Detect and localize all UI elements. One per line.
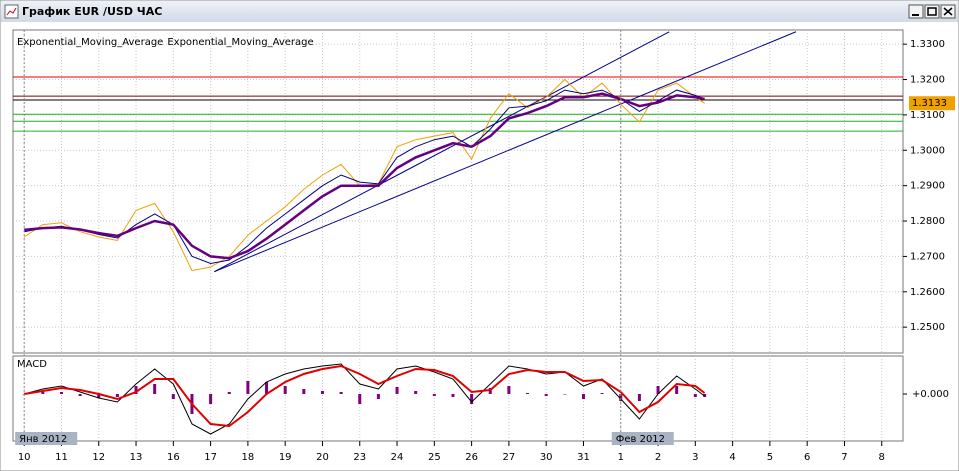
current-price-box — [909, 96, 955, 111]
macd-panel — [12, 355, 904, 442]
histogram-bar — [358, 394, 362, 404]
period-label-box — [611, 432, 674, 445]
histogram-bar — [320, 391, 324, 394]
x-tick-label: 11 — [55, 452, 68, 463]
histogram-bar — [171, 394, 175, 399]
y-tick-label: 1.3200 — [910, 75, 945, 86]
x-tick-label: 25 — [428, 452, 441, 463]
x-tick-label: 13 — [130, 452, 143, 463]
period-label-box — [15, 432, 78, 445]
x-tick-label: 5 — [767, 452, 773, 463]
y-tick-label: 1.2500 — [910, 322, 945, 333]
x-tick-label: 3 — [692, 452, 698, 463]
x-tick-label: 6 — [804, 452, 810, 463]
x-tick-label: 16 — [167, 452, 180, 463]
x-tick-label: 30 — [540, 452, 553, 463]
histogram-bar — [246, 381, 250, 394]
x-tick-label: 31 — [577, 452, 590, 463]
histogram-bar — [302, 389, 306, 394]
histogram-bar — [581, 394, 585, 399]
histogram-bar — [637, 394, 641, 401]
period-label: Фев 2012 — [616, 434, 665, 445]
histogram-bar — [619, 394, 623, 401]
close-button[interactable] — [940, 4, 956, 19]
x-tick-label: 1 — [618, 452, 624, 463]
x-tick-label: 4 — [729, 452, 735, 463]
price-plot — [13, 30, 903, 353]
histogram-bar — [115, 394, 119, 397]
y-tick-label: 1.3300 — [910, 39, 945, 50]
current-price-label: 1.3133 — [912, 98, 947, 109]
minimize-button[interactable] — [908, 4, 924, 19]
y-tick-label: +0.000 — [912, 389, 949, 400]
x-tick-label: 17 — [204, 452, 217, 463]
histogram-bar — [227, 392, 231, 394]
histogram-bar — [526, 393, 530, 394]
histogram-bar — [600, 393, 604, 394]
histogram-bar — [451, 394, 455, 397]
histogram-bar — [507, 386, 511, 394]
x-tick-label: 19 — [279, 452, 292, 463]
histogram-bar — [693, 394, 697, 397]
x-tick-label: 12 — [92, 452, 105, 463]
macd-line — [24, 364, 706, 428]
histogram-bar — [339, 392, 343, 394]
x-tick-label: 27 — [503, 452, 516, 463]
trend-line — [214, 31, 670, 273]
histogram-bar — [265, 382, 269, 394]
price-panel — [12, 29, 904, 354]
chart-layer: 1.2500 1.2600 1.2700 1.2800 1.2900 1.3000 1.31… — [13, 30, 955, 463]
legend-entry: Exponential_Moving_Average — [17, 37, 163, 48]
histogram-bar — [432, 394, 436, 396]
histogram-bar — [376, 394, 380, 399]
legend-entry: Exponential_Moving_Average — [167, 37, 313, 48]
y-tick-label: 1.2700 — [910, 251, 945, 262]
histogram-bar — [395, 387, 399, 394]
histogram-bar — [78, 394, 82, 396]
histogram-bar — [153, 384, 157, 394]
histogram-bar — [563, 394, 567, 395]
macd-plot — [22, 356, 883, 441]
x-tick-label: 24 — [391, 452, 404, 463]
x-tick-label: 7 — [841, 452, 847, 463]
histogram-bar — [209, 394, 213, 404]
histogram-bar — [59, 392, 63, 394]
title-bar — [1, 1, 958, 22]
histogram-bar — [283, 386, 287, 394]
trend-line — [214, 31, 797, 273]
histogram-bar — [470, 394, 474, 404]
histogram-bar — [656, 386, 660, 394]
x-tick-label: 8 — [879, 452, 885, 463]
price-line — [24, 89, 705, 265]
histogram-bar — [97, 394, 101, 398]
period-label: Янв 2012 — [19, 434, 67, 445]
y-tick-label: 1.2800 — [910, 216, 945, 227]
x-tick-label: 20 — [316, 452, 329, 463]
window-title: График EUR /USD ЧАС — [22, 5, 162, 18]
histogram-bar — [41, 392, 45, 394]
price-line — [24, 92, 705, 260]
y-tick-label: 1.3000 — [910, 145, 945, 156]
window-icon-glyph — [6, 7, 17, 16]
x-tick-label: 10 — [18, 452, 31, 463]
histogram-bar — [134, 386, 138, 394]
x-tick-label: 2 — [655, 452, 661, 463]
y-tick-label: 1.3100 — [910, 110, 945, 121]
x-tick-label: 18 — [242, 452, 255, 463]
x-tick-label: 26 — [465, 452, 478, 463]
y-tick-label: 1.2600 — [910, 287, 945, 298]
histogram-bar — [675, 386, 679, 394]
macd-title: MACD — [17, 359, 47, 370]
x-tick-label: 23 — [353, 452, 366, 463]
histogram-bar — [414, 391, 418, 394]
histogram-bar — [544, 394, 548, 396]
restore-button[interactable] — [924, 4, 940, 19]
y-tick-label: 1.2900 — [910, 181, 945, 192]
